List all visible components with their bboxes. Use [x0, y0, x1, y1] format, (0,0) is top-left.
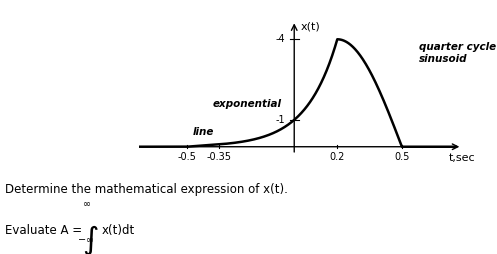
Text: 0.2: 0.2: [330, 152, 345, 162]
Text: line: line: [193, 127, 214, 137]
Text: -4: -4: [276, 34, 286, 44]
Text: t,sec: t,sec: [449, 153, 476, 164]
Text: $\infty$: $\infty$: [83, 198, 91, 208]
Text: Evaluate A =: Evaluate A =: [5, 224, 86, 236]
Text: x(t): x(t): [301, 22, 321, 32]
Text: $\int$: $\int$: [82, 224, 99, 254]
Text: exponential: exponential: [212, 99, 281, 109]
Text: -1: -1: [276, 115, 286, 125]
Text: -0.5: -0.5: [177, 152, 196, 162]
Text: 0.5: 0.5: [394, 152, 410, 162]
Text: $-\infty$: $-\infty$: [77, 234, 94, 244]
Text: -0.35: -0.35: [206, 152, 231, 162]
Text: x(t)dt: x(t)dt: [102, 224, 135, 236]
Text: quarter cycle
sinusoid: quarter cycle sinusoid: [419, 42, 497, 64]
Text: Determine the mathematical expression of x(t).: Determine the mathematical expression of…: [5, 183, 288, 196]
